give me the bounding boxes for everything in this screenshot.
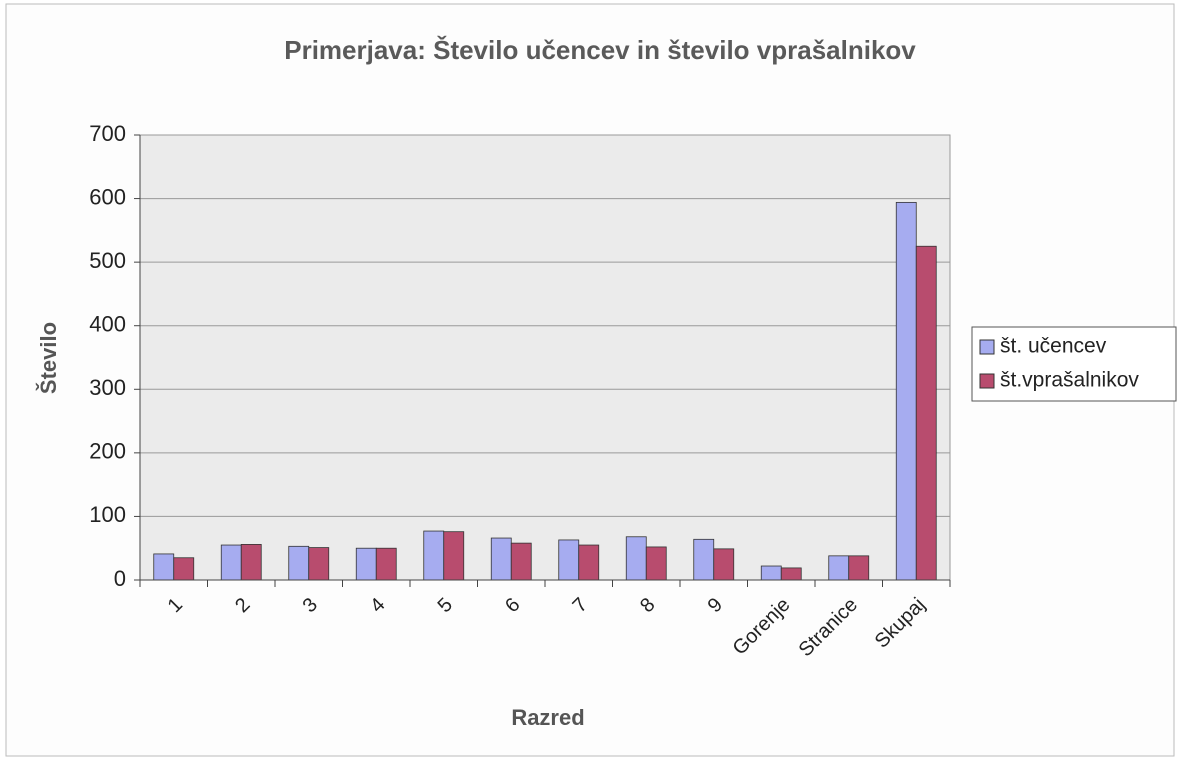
legend-label: št. učencev bbox=[1000, 335, 1107, 358]
y-axis-title: Število bbox=[36, 322, 61, 394]
y-tick-label: 300 bbox=[89, 375, 126, 400]
bar bbox=[828, 555, 850, 581]
y-tick-label: 0 bbox=[114, 566, 126, 591]
bar bbox=[848, 555, 870, 581]
legend-box bbox=[971, 326, 1177, 402]
bar bbox=[510, 542, 532, 581]
bar bbox=[693, 538, 715, 581]
plot-area bbox=[139, 134, 951, 581]
bar bbox=[780, 567, 802, 581]
x-axis-title: Razred bbox=[511, 705, 584, 730]
bar bbox=[490, 537, 512, 581]
bar bbox=[443, 531, 465, 581]
bar bbox=[558, 539, 580, 581]
y-tick-label: 400 bbox=[89, 312, 126, 337]
bar bbox=[355, 547, 377, 581]
bar bbox=[423, 530, 445, 581]
bar bbox=[578, 544, 600, 581]
bar bbox=[220, 544, 242, 581]
legend-label: št.vprašalnikov bbox=[1000, 369, 1139, 392]
y-tick-label: 700 bbox=[89, 121, 126, 146]
y-tick-label: 600 bbox=[89, 184, 126, 209]
y-tick-label: 100 bbox=[89, 502, 126, 527]
bar bbox=[240, 544, 262, 581]
bar bbox=[308, 547, 330, 581]
y-tick-label: 200 bbox=[89, 439, 126, 464]
y-tick-label: 500 bbox=[89, 248, 126, 273]
bar bbox=[288, 545, 310, 581]
bar bbox=[713, 548, 735, 581]
bar bbox=[375, 547, 397, 581]
chart-title: Primerjava: Število učencev in število v… bbox=[284, 35, 916, 65]
bar bbox=[153, 553, 175, 581]
bar bbox=[895, 201, 917, 581]
bar bbox=[760, 565, 782, 581]
bar bbox=[173, 557, 195, 581]
bar bbox=[625, 536, 647, 581]
bar bbox=[915, 245, 937, 581]
bar bbox=[645, 546, 667, 581]
legend-swatch bbox=[979, 339, 995, 355]
legend-swatch bbox=[979, 373, 995, 389]
